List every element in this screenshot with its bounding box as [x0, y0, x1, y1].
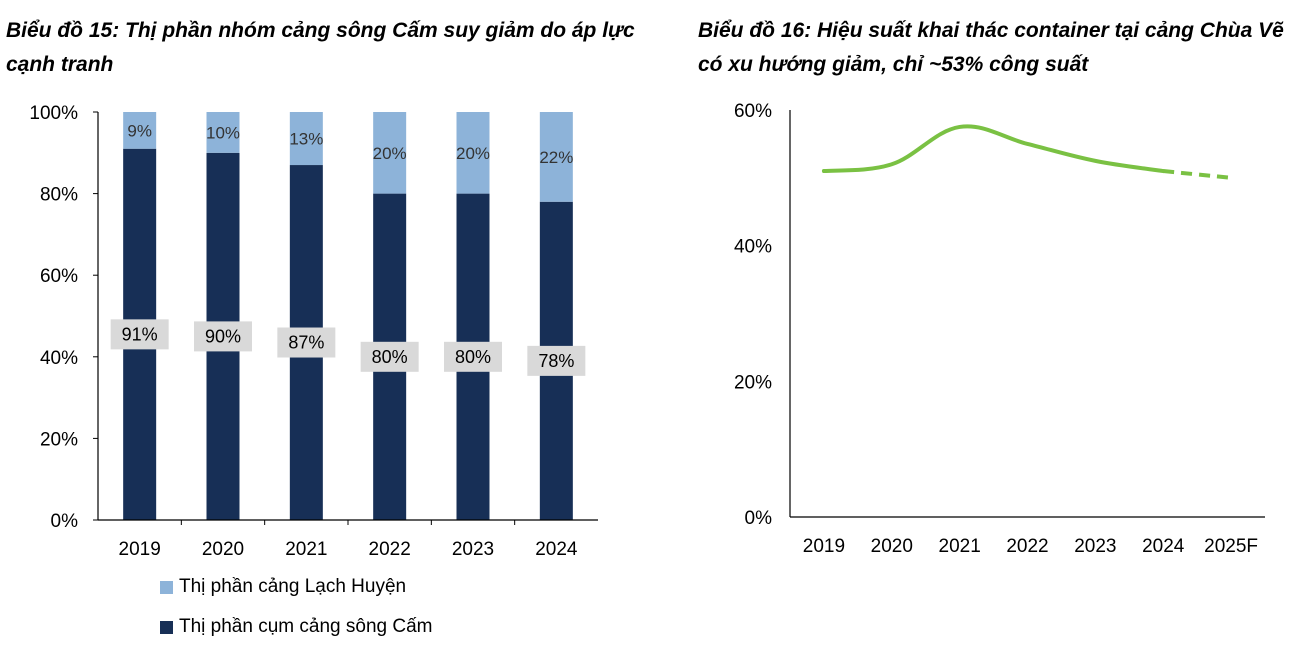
x-tick-label-2023: 2023: [1074, 536, 1116, 557]
data-label-song-cam-2022: 80%: [372, 347, 408, 367]
legend-item-lach-huyen: Thị phần cảng Lạch Huyện: [160, 576, 406, 598]
legend-swatch-song-cam: [160, 620, 173, 634]
data-label-song-cam-2020: 90%: [205, 326, 241, 346]
x-tick-label-2020: 2020: [202, 539, 244, 560]
x-tick-label-2025F: 2025F: [1204, 536, 1258, 557]
data-label-box-song-cam-2022: [360, 341, 419, 372]
x-tick-label-2022: 2022: [369, 539, 411, 560]
bar-lach-huyen-2020: [206, 112, 240, 153]
data-label-song-cam-2021: 87%: [288, 333, 324, 353]
data-label-box-song-cam-2019: [110, 319, 169, 350]
bar-lach-huyen-2022: [373, 112, 407, 194]
y-tick-label: 100%: [29, 103, 78, 124]
data-label-song-cam-2019: 91%: [122, 324, 158, 344]
chart-16-title: Biểu đồ 16: Hiệu suất khai thác containe…: [698, 19, 1284, 76]
data-label-song-cam-2024: 78%: [538, 351, 574, 371]
chart-15-title: Biểu đồ 15: Thị phần nhóm cảng sông Cấm …: [6, 19, 635, 76]
data-label-lach-huyen-2023: 20%: [456, 144, 490, 163]
data-label-box-song-cam-2024: [527, 345, 586, 376]
data-label-box-song-cam-2020: [194, 321, 252, 352]
line-chart: 0% 20% 40% 60% 2019 2020 2021 2022 2023 2024 2025F: [734, 101, 1265, 557]
data-label-box-song-cam-2023: [444, 341, 502, 372]
x-tick-label-2021: 2021: [939, 536, 981, 557]
stacked-bar-chart: 9% 91% 2019 10% 90% 2020 13% 87% 2021 20% 80% 2022 2…: [29, 103, 598, 560]
y-tick-label: 20%: [40, 429, 78, 450]
legend-item-song-cam: Thị phần cụm cảng sông Cấm: [160, 616, 432, 638]
data-label-lach-huyen-2024: 22%: [539, 148, 573, 167]
y-tick-label: 20%: [734, 372, 772, 393]
line-series-actual: [821, 124, 1166, 174]
bar-lach-huyen-2023: [456, 112, 490, 194]
data-label-lach-huyen-2019: 9%: [127, 121, 152, 140]
data-label-lach-huyen-2020: 10%: [206, 123, 240, 142]
y-tick-label: 60%: [40, 266, 78, 287]
y-tick-label: 40%: [40, 348, 78, 369]
legend-label-lach-huyen: Thị phần cảng Lạch Huyện: [179, 576, 407, 597]
bar-lach-huyen-2024: [539, 112, 573, 202]
x-tick-label-2020: 2020: [871, 536, 913, 557]
y-tick-label: 0%: [51, 511, 79, 532]
line-series-forecast: [1163, 169, 1232, 180]
bar-lach-huyen-2021: [289, 112, 323, 166]
legend-swatch-lach-huyen: [160, 580, 173, 594]
y-tick-label: 80%: [40, 185, 78, 206]
x-tick-label-2022: 2022: [1006, 536, 1048, 557]
y-tick-label: 60%: [734, 101, 772, 122]
x-tick-label-2024: 2024: [535, 539, 578, 560]
data-label-lach-huyen-2022: 20%: [373, 144, 407, 163]
y-tick-label: 40%: [734, 237, 772, 258]
x-tick-label-2019: 2019: [803, 536, 845, 557]
x-tick-label-2021: 2021: [285, 539, 327, 560]
x-tick-label-2019: 2019: [119, 539, 161, 560]
data-label-box-song-cam-2021: [277, 327, 336, 358]
legend-label-song-cam: Thị phần cụm cảng sông Cấm: [179, 616, 433, 637]
x-tick-label-2023: 2023: [452, 539, 494, 560]
x-tick-label-2024: 2024: [1142, 536, 1185, 557]
bar-lach-huyen-2019: [123, 112, 157, 149]
y-tick-label: 0%: [745, 508, 773, 529]
data-label-song-cam-2023: 80%: [455, 347, 491, 367]
data-label-lach-huyen-2021: 13%: [289, 130, 323, 149]
